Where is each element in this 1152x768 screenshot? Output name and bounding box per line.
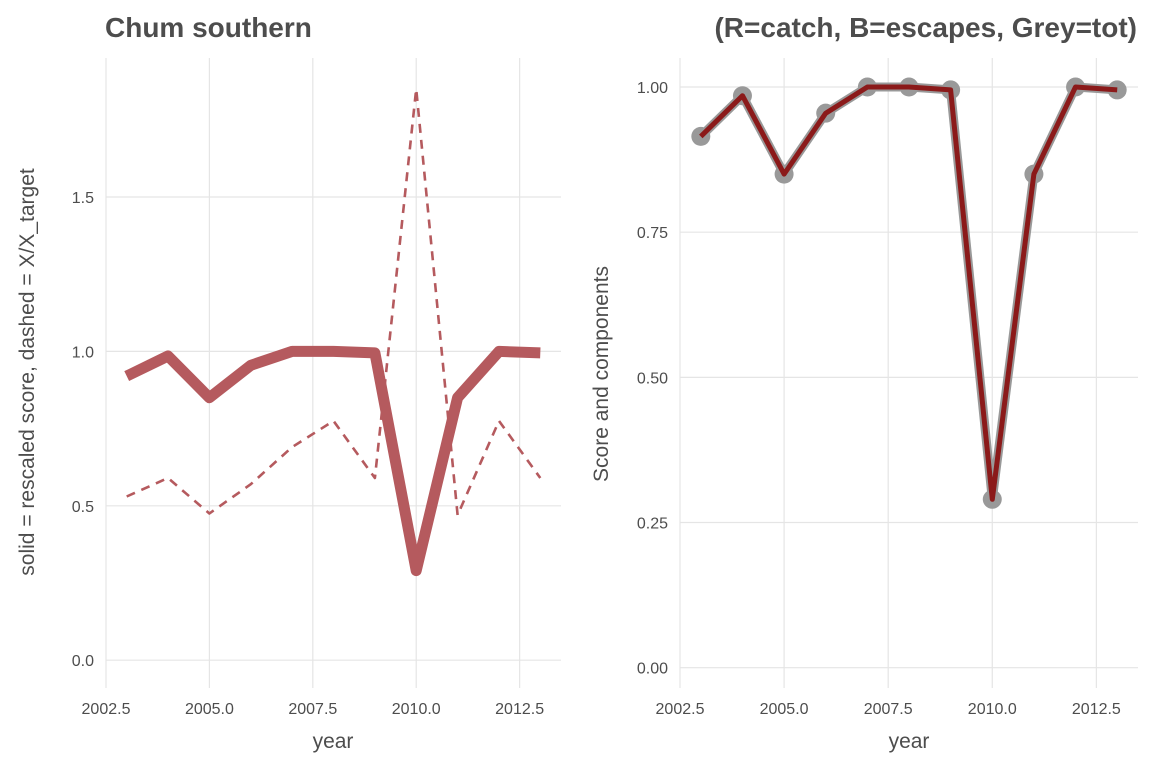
left-x-tick-label: 2010.0 <box>392 701 441 718</box>
left-y-tick-label: 1.5 <box>72 190 94 207</box>
right-y-tick-label: 0.25 <box>637 516 668 533</box>
right-y-tick-label: 0.75 <box>637 225 668 242</box>
left-x-axis-label: year <box>313 730 354 753</box>
left-panel: 2002.5 2005.0 2007.5 2010.0 2012.5 0.0 0.5 1.0 1… <box>16 12 561 753</box>
right-y-tick-label: 0.50 <box>637 370 668 387</box>
right-x-tick-label: 2007.5 <box>864 701 913 718</box>
right-x-axis-label: year <box>889 730 930 753</box>
right-y-axis-label: Score and components <box>590 266 613 482</box>
left-ticks: 2002.5 2005.0 2007.5 2010.0 2012.5 0.0 0.5 1.0 1… <box>72 190 544 718</box>
left-y-tick-label: 1.0 <box>72 344 94 361</box>
left-grid <box>105 58 561 688</box>
score-line-solid <box>124 345 541 577</box>
left-x-tick-label: 2007.5 <box>288 701 337 718</box>
left-y-axis-label: solid = rescaled score, dashed = X/X_tar… <box>16 168 39 576</box>
right-x-tick-label: 2002.5 <box>656 701 705 718</box>
right-x-tick-label: 2010.0 <box>968 701 1017 718</box>
left-x-tick-label: 2012.5 <box>495 701 544 718</box>
right-series <box>691 77 1127 509</box>
total-line-grey <box>697 82 1118 504</box>
right-y-tick-label: 1.00 <box>637 80 668 97</box>
left-x-tick-label: 2002.5 <box>82 701 131 718</box>
right-y-tick-label: 0.00 <box>637 661 668 678</box>
left-y-tick-label: 0.5 <box>72 499 94 516</box>
right-panel: 2002.5 2005.0 2007.5 2010.0 2012.5 0.00 0.25 0.… <box>590 12 1138 753</box>
right-ticks: 2002.5 2005.0 2007.5 2010.0 2012.5 0.00 0.25 0.… <box>637 80 1121 718</box>
left-series <box>124 87 542 577</box>
right-x-tick-label: 2005.0 <box>760 701 809 718</box>
left-chart-title: Chum southern <box>105 12 312 43</box>
right-grid <box>679 58 1138 688</box>
catch-line-red <box>699 84 1118 502</box>
right-x-tick-label: 2012.5 <box>1072 701 1121 718</box>
left-x-tick-label: 2005.0 <box>185 701 234 718</box>
right-chart-title: (R=catch, B=escapes, Grey=tot) <box>714 12 1137 43</box>
left-y-tick-label: 0.0 <box>72 653 94 670</box>
ratio-line-dashed <box>126 87 542 517</box>
